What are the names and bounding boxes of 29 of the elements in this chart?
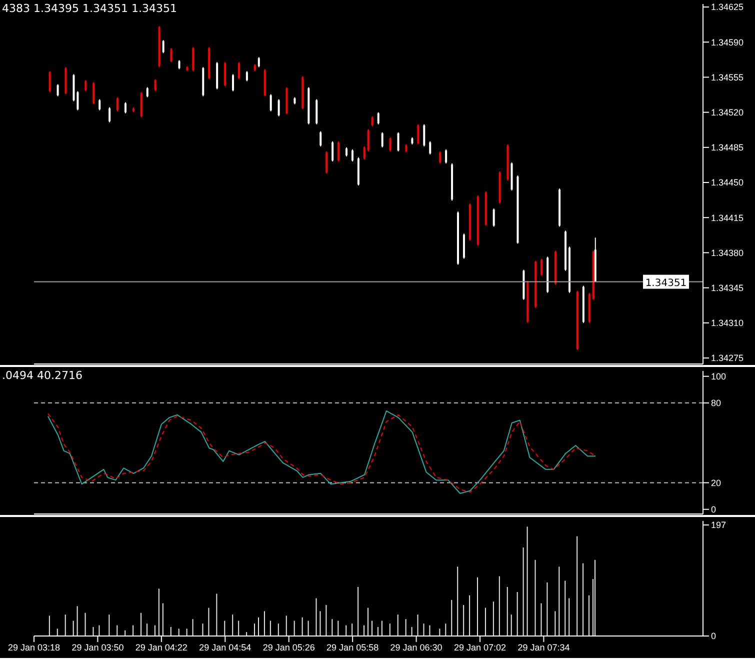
y-tick-label: 1.34415 [711, 212, 744, 223]
y-tick-label: 1.34345 [711, 282, 744, 293]
x-tick-label: 29 Jan 05:26 [262, 642, 315, 652]
x-tick-label: 29 Jan 04:54 [199, 642, 252, 652]
annotation: 4383 1.34395 1.34351 1.34351 [2, 2, 177, 15]
y-tick-label: 1.34450 [711, 178, 744, 188]
y-tick-label: 80 [711, 398, 722, 408]
ref-line-label: 1.34351 [645, 278, 687, 289]
y-tick-label: 0 [711, 631, 716, 642]
y-tick-label: 0 [711, 504, 716, 515]
y-tick-label: 20 [711, 478, 722, 488]
y-tick-label: 1.34625 [711, 2, 744, 12]
x-tick-label: 29 Jan 07:02 [454, 642, 506, 652]
x-tick-label: 29 Jan 04:22 [135, 642, 188, 652]
x-tick-label: 29 Jan 03:18 [8, 642, 60, 652]
y-tick-label: 1.34590 [711, 37, 744, 48]
y-tick-label: 1.34275 [711, 353, 744, 364]
y-tick-label: 100 [711, 372, 726, 382]
x-tick-label: 29 Jan 05:58 [326, 642, 379, 652]
x-tick-label: 29 Jan 07:34 [518, 642, 570, 652]
x-tick-label: 29 Jan 06:30 [390, 642, 442, 652]
x-tick-label: 29 Jan 03:50 [72, 642, 124, 652]
y-tick-label: 1.34485 [711, 142, 744, 153]
y-tick-label: 1.34555 [711, 72, 744, 82]
y-tick-label: 1.34520 [711, 107, 744, 118]
y-tick-label: 1.34380 [711, 248, 744, 258]
annotation: .0494 40.2716 [2, 369, 82, 382]
y-tick-label: 1.34310 [711, 318, 744, 328]
y-tick-label: 197 [711, 520, 726, 530]
